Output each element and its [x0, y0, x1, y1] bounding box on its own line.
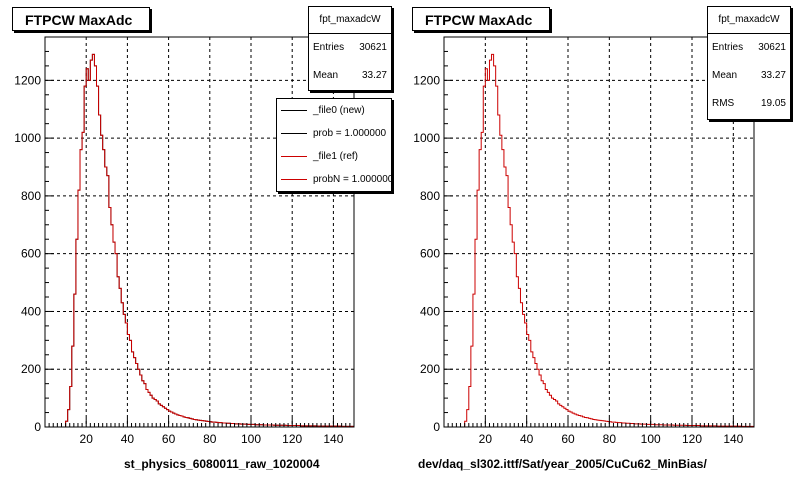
legend-item-prob: prob = 1.000000 [277, 122, 391, 145]
x-tick-label-left: 120 [282, 432, 302, 446]
y-tick-label-left: 1000 [14, 131, 41, 145]
stats-box-left: fpt_maxadcW Entries 30621 Mean 33.27 [308, 6, 392, 91]
x-tick-label-right: 140 [723, 432, 743, 446]
x-tick-label-right: 100 [641, 432, 661, 446]
y-tick-label-left: 400 [21, 304, 41, 318]
x-tick-label-left: 20 [80, 432, 94, 446]
legend-label-file0: _file0 (new) [313, 105, 365, 116]
y-tick-label-right: 0 [433, 420, 440, 434]
stats-name-right: fpt_maxadcW [708, 7, 790, 34]
x-tick-label-left: 60 [162, 432, 176, 446]
y-tick-label-right: 1000 [413, 131, 440, 145]
legend-swatch-file1 [281, 156, 307, 157]
stats-rms-value-right: 19.05 [760, 98, 786, 109]
stats-entries-value-left: 30621 [359, 42, 387, 53]
x-tick-label-right: 120 [682, 432, 702, 446]
stats-mean-label-left: Mean [313, 70, 339, 81]
stats-entries-value-right: 30621 [758, 42, 786, 53]
y-tick-label-right: 200 [420, 362, 440, 376]
y-tick-label-right: 1200 [413, 73, 440, 87]
legend-swatch-probn [281, 179, 307, 180]
x-tick-label-right: 60 [561, 432, 575, 446]
histogram-series-left-1 [45, 53, 355, 428]
stats-entries-label-left: Entries [313, 42, 345, 53]
x-tick-label-left: 100 [241, 432, 261, 446]
y-tick-label-right: 800 [420, 189, 440, 203]
legend-item-file0: _file0 (new) [277, 99, 391, 122]
legend-item-file1: _file1 (ref) [277, 145, 391, 168]
legend-label-file1: _file1 (ref) [313, 151, 359, 162]
stats-mean-value-right: 33.27 [760, 70, 786, 81]
histogram-series-right-0 [444, 53, 755, 428]
y-tick-label-left: 1200 [14, 73, 41, 87]
stats-rms-label-right: RMS [712, 98, 735, 109]
y-tick-label-left: 800 [21, 189, 41, 203]
chart-title-left: FTPCW MaxAdc [12, 7, 150, 31]
legend-label-probn: probN = 1.000000 [313, 174, 392, 185]
stats-row-mean-right: Mean 33.27 [708, 62, 790, 90]
chart-title-right-text: FTPCW MaxAdc [425, 12, 533, 28]
plot-frame-left [44, 36, 355, 428]
x-tick-label-right: 20 [479, 432, 493, 446]
x-tick-label-left: 80 [203, 432, 217, 446]
y-tick-label-left: 0 [34, 420, 41, 434]
y-tick-label-left: 600 [21, 247, 41, 261]
stats-row-entries-right: Entries 30621 [708, 34, 790, 62]
y-tick-label-left: 200 [21, 362, 41, 376]
stats-row-entries-left: Entries 30621 [309, 34, 391, 62]
x-tick-label-right: 40 [520, 432, 534, 446]
stats-entries-label-right: Entries [712, 42, 744, 53]
x-tick-label-right: 80 [603, 432, 617, 446]
stats-row-rms-right: RMS 19.05 [708, 90, 790, 118]
x-tick-label-left: 40 [121, 432, 135, 446]
legend-swatch-file0 [281, 110, 307, 111]
legend-item-probn: probN = 1.000000 [277, 168, 391, 191]
chart-title-right: FTPCW MaxAdc [412, 7, 550, 31]
stats-mean-label-right: Mean [712, 70, 738, 81]
x-axis-title-left: st_physics_6080011_raw_1020004 [124, 457, 320, 471]
legend-swatch-prob [281, 133, 307, 134]
y-tick-label-right: 400 [420, 304, 440, 318]
stats-mean-value-left: 33.27 [361, 70, 387, 81]
stats-box-right: fpt_maxadcW Entries 30621 Mean 33.27 RMS… [707, 6, 791, 120]
y-tick-label-right: 600 [420, 247, 440, 261]
chart-title-left-text: FTPCW MaxAdc [25, 12, 133, 28]
x-axis-title-right: dev/daq_sl302.ittf/Sat/year_2005/CuCu62_… [418, 457, 707, 471]
legend-label-prob: prob = 1.000000 [313, 128, 387, 139]
plot-frame-right [443, 36, 755, 428]
stats-row-mean-left: Mean 33.27 [309, 62, 391, 90]
legend-box: _file0 (new) prob = 1.000000 _file1 (ref… [276, 98, 392, 192]
stats-name-left: fpt_maxadcW [309, 7, 391, 34]
x-tick-label-left: 140 [323, 432, 343, 446]
